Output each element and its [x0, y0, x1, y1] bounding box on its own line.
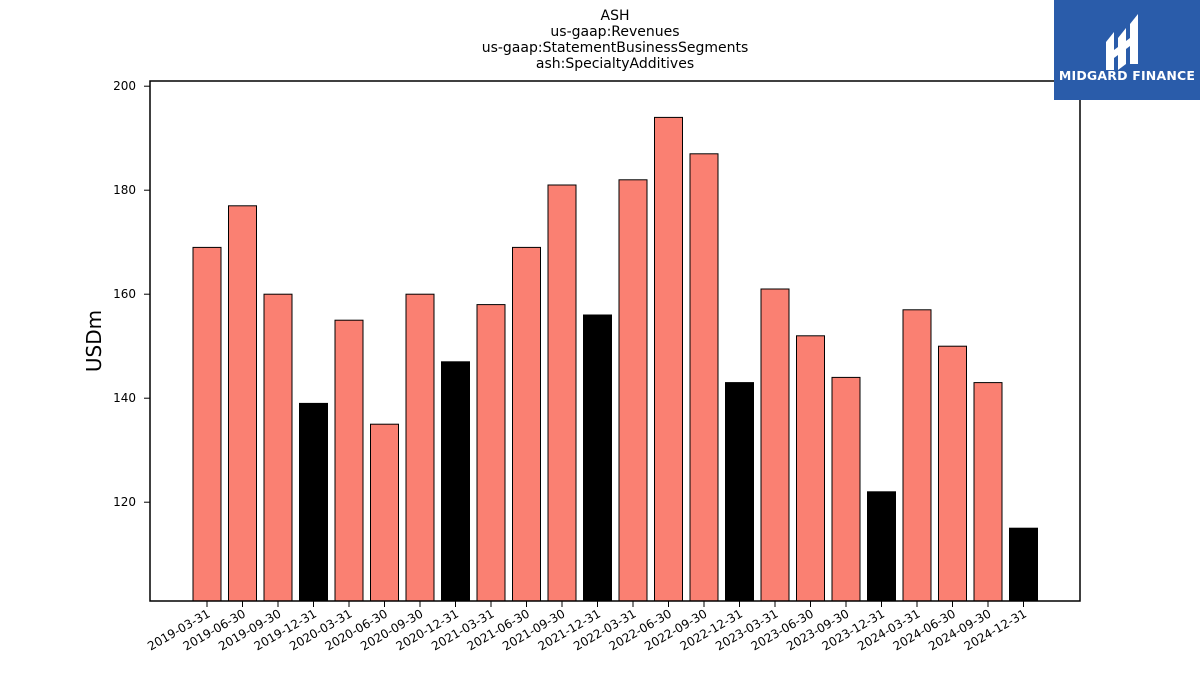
bar-2020-09-30 [405, 293, 435, 602]
logo-text: MIDGARD FINANCE [1059, 68, 1195, 83]
bar-2024-03-31 [902, 309, 932, 602]
chart-title-line-1: ASH [601, 8, 630, 24]
y-ticks-group: 120 140 160 180 200 [113, 79, 150, 509]
y-axis-label: USDm [82, 310, 106, 372]
x-ticks-group: 2019-03-312019-06-302019-09-302019-12-31… [145, 601, 1029, 653]
y-tick-label: 180 [113, 183, 136, 197]
bar-2023-12-31 [867, 491, 896, 602]
bar-2019-09-30 [263, 293, 293, 602]
logo-background [1054, 0, 1200, 100]
chart-title: ASH us-gaap:Revenues us-gaap:StatementBu… [482, 8, 749, 72]
bar-2023-09-30 [831, 376, 861, 602]
chart-title-line-4: ash:SpecialtyAdditives [536, 56, 694, 72]
bar-2022-12-31 [725, 382, 754, 602]
bar-2020-12-31 [441, 361, 470, 602]
bar-2020-06-30 [370, 423, 399, 602]
bar-2019-06-30 [228, 205, 257, 602]
y-tick-label: 160 [113, 287, 136, 301]
bar-2021-03-31 [476, 304, 506, 602]
bar-2019-12-31 [299, 402, 328, 602]
bar-2024-12-31 [1009, 527, 1038, 602]
plot-frame [149, 80, 1081, 602]
bar-2022-03-31 [618, 179, 648, 602]
y-tick-label: 200 [113, 79, 136, 93]
bar-2024-06-30 [938, 345, 967, 602]
bar-2022-09-30 [689, 153, 719, 602]
bar-2023-03-31 [760, 288, 790, 602]
bar-2022-06-30 [654, 116, 683, 602]
bars-group [192, 116, 1038, 602]
bar-2024-09-30 [973, 382, 1003, 602]
bar-2021-06-30 [512, 246, 541, 602]
midgard-finance-logo: MIDGARD FINANCE [1054, 0, 1200, 100]
bar-2023-06-30 [796, 335, 825, 602]
chart-title-line-3: us-gaap:StatementBusinessSegments [482, 40, 749, 56]
bar-2020-03-31 [334, 319, 364, 602]
y-tick-label: 140 [113, 391, 136, 405]
y-tick-label: 120 [113, 495, 136, 509]
chart-title-line-2: us-gaap:Revenues [550, 24, 679, 40]
logo-emblem-icon [1106, 14, 1138, 70]
bar-2021-09-30 [547, 184, 577, 602]
bar-2021-12-31 [583, 314, 612, 602]
bar-2019-03-31 [192, 246, 222, 602]
